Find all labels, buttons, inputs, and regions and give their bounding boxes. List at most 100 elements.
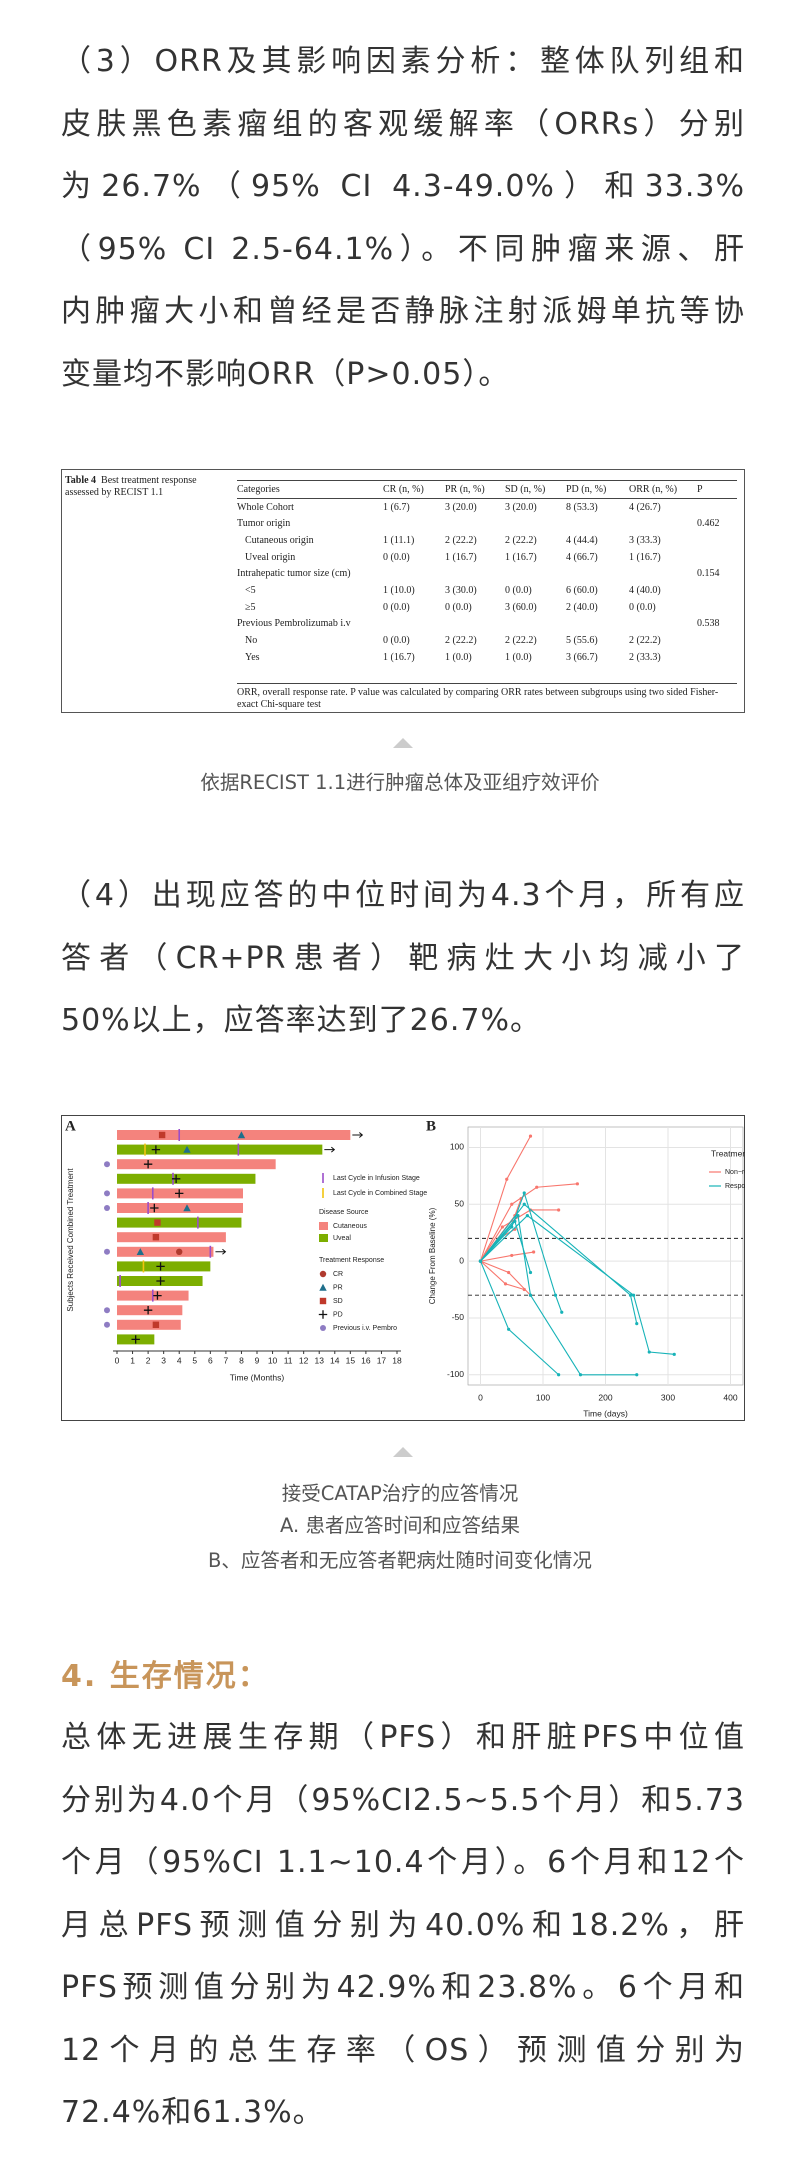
table: Table 4 Best treatment response assessed… — [61, 469, 745, 713]
pembro-dot — [104, 1205, 110, 1211]
x-tick-label: 18 — [392, 1355, 402, 1365]
table-footnote: ORR, overall response rate. P value was … — [237, 683, 737, 711]
y-tick-label: -100 — [447, 1369, 464, 1379]
table-cell: 1 (11.1) — [383, 534, 415, 546]
x-tick-label: 0 — [478, 1392, 483, 1402]
data-point — [553, 1293, 558, 1297]
column-header: P — [697, 480, 737, 499]
table-cell: Yes — [245, 651, 260, 663]
text-line: 内肿瘤大小和曾经是否静脉注射派姆单抗等协 — [61, 294, 745, 329]
y-tick-label: 0 — [459, 1255, 464, 1265]
table-cell — [383, 565, 445, 582]
caption-arrow — [393, 1447, 413, 1457]
table-cell: 0 (0.0) — [383, 551, 410, 563]
y-tick-label: 100 — [450, 1142, 464, 1152]
column-header: SD (n, %) — [505, 480, 566, 499]
x-tick-label: 15 — [346, 1355, 356, 1365]
data-point — [522, 1191, 526, 1195]
data-point — [628, 1293, 633, 1297]
table-cell: Previous Pembrolizumab i.v — [237, 618, 351, 630]
series-line — [480, 1209, 559, 1262]
table-cell — [629, 565, 697, 582]
data-point — [635, 1373, 639, 1377]
x-tick-label: 16 — [361, 1355, 371, 1365]
pembro-dot — [104, 1190, 110, 1197]
bar — [117, 1246, 214, 1257]
data-point — [528, 1270, 533, 1275]
caption: 接受CATAP治疗的应答情况 — [281, 1482, 519, 1505]
table-cell — [697, 498, 737, 515]
table-cell: 6 (60.0) — [566, 584, 598, 596]
table-row: Uveal origin 0 (0.0) 1 (16.7) 1 (16.7) 4 (66… — [237, 549, 737, 566]
data-point — [557, 1373, 561, 1377]
table-cell: 0 (0.0) — [383, 601, 410, 613]
pembro-dot — [104, 1307, 110, 1314]
series-line — [480, 1203, 638, 1324]
x-tick-label: 3 — [161, 1355, 166, 1365]
marker — [156, 1276, 165, 1286]
data-point — [578, 1373, 583, 1377]
legend-label: Non−responder — [725, 1169, 745, 1176]
table-label: Table 4 — [65, 475, 97, 486]
text-line: PFS预测值分别为42.9%和23.8%。6个月和 — [61, 1970, 745, 2005]
table-caption: Table 4 Best treatment response assessed… — [65, 475, 205, 499]
table-cell: 1 (16.7) — [445, 551, 477, 563]
legend-label: Uveal — [333, 1235, 351, 1242]
marker — [171, 1174, 181, 1183]
data-point — [507, 1270, 511, 1275]
y-tick-label: 50 — [455, 1199, 465, 1209]
x-tick-label: 100 — [536, 1392, 550, 1402]
table-cell: 0.538 — [697, 618, 720, 630]
table-cell: 4 (26.7) — [629, 501, 661, 513]
legend-label: SD — [333, 1298, 343, 1305]
table-cell: Whole Cohort — [237, 501, 294, 513]
table-cell: 1 (0.0) — [505, 651, 532, 663]
text-line: （4）出现应答的中位时间为4.3个月，所有应 — [61, 878, 745, 913]
ongoing-arrow — [324, 1146, 336, 1153]
column-header: PR (n, %) — [445, 480, 505, 499]
table-cell: 4 (66.7) — [566, 551, 598, 563]
marker — [150, 1203, 159, 1213]
x-tick-label: 300 — [661, 1392, 675, 1402]
x-tick-label: 6 — [208, 1355, 213, 1365]
marker — [153, 1291, 162, 1300]
table-cell: Cutaneous origin — [245, 534, 314, 546]
table-cell: 0.462 — [697, 518, 720, 530]
text-line: 50%以上，应答率达到了26.7%。 — [61, 1003, 541, 1038]
table-cell: 3 (33.3) — [629, 534, 661, 546]
table-cell — [697, 549, 737, 566]
table-row: No 0 (0.0) 2 (22.2) 2 (22.2) 5 (55.6) 2 (22.2… — [237, 632, 737, 649]
pembro-dot — [104, 1248, 110, 1255]
x-tick-label: 10 — [268, 1355, 278, 1365]
text-line: 分别为4.0个月（95%CI2.5~5.5个月）和5.73 — [61, 1782, 745, 1818]
ongoing-arrow — [352, 1132, 364, 1138]
caption: B、应答者和无应答者靶病灶随时间变化情况 — [208, 1549, 592, 1572]
table-cell — [505, 565, 566, 582]
x-tick-label: 5 — [192, 1355, 197, 1365]
data-point — [535, 1185, 539, 1189]
data-point — [522, 1287, 526, 1292]
legend-title: Treatment — [711, 1148, 745, 1158]
table-cell: 0 (0.0) — [383, 635, 410, 647]
legend-swatch — [319, 1270, 327, 1278]
table-cell: 2 (22.2) — [445, 635, 477, 647]
table-row: <5 1 (10.0) 3 (30.0) 0 (0.0) 6 (60.0) 4 (40.0… — [237, 582, 737, 599]
bar — [117, 1173, 256, 1184]
x-tick-label: 8 — [239, 1355, 244, 1365]
table-cell: 0 (0.0) — [505, 584, 532, 596]
table-cell — [629, 515, 697, 532]
x-tick-label: 2 — [146, 1355, 151, 1365]
data-point — [575, 1182, 579, 1186]
table-cell — [697, 599, 737, 616]
legend-swatch — [319, 1283, 327, 1291]
legend-label: Last Cycle in Infusion Stage — [333, 1175, 420, 1182]
marker — [152, 1234, 160, 1241]
table-row: Cutaneous origin 1 (11.1) 2 (22.2) 2 (22.2)… — [237, 532, 737, 549]
bar — [117, 1144, 323, 1155]
x-tick-label: 1 — [130, 1355, 135, 1365]
data-point — [560, 1310, 564, 1314]
table-cell: 3 (20.0) — [505, 501, 537, 513]
text-line: 皮肤黑色素瘤组的客观缓解率（ORRs）分别 — [61, 106, 745, 142]
text-line: 月总PFS预测值分别为40.0%和18.2%，肝 — [61, 1907, 745, 1943]
